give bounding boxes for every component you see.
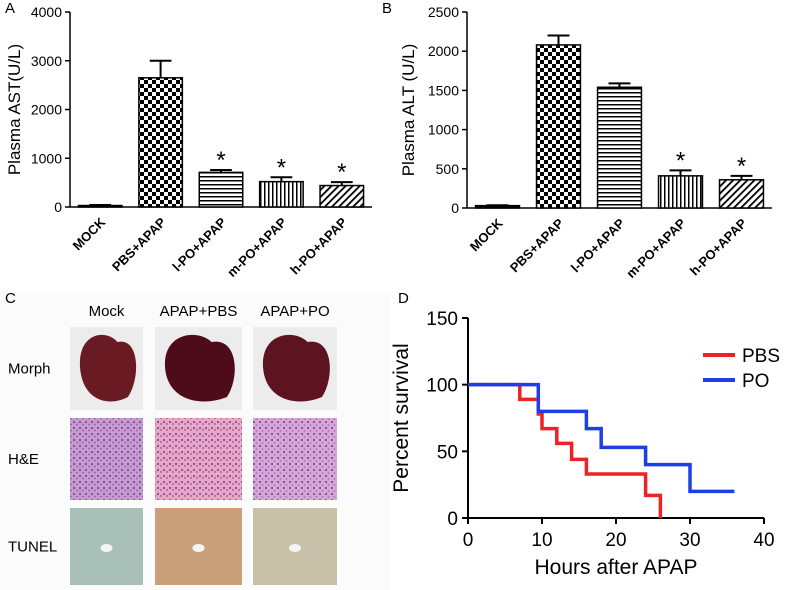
bar (319, 184, 365, 208)
x-tick-label: 0 (463, 530, 474, 551)
error-bar (669, 169, 692, 176)
y-tick-label: 0 (447, 509, 458, 530)
error-bar (730, 174, 753, 180)
y-tick-label: 50 (437, 442, 458, 463)
x-tick-label: h-PO+APAP (687, 215, 750, 278)
significance-marker: * (337, 159, 346, 186)
y-axis-title: Percent survival (390, 343, 413, 492)
he-image (70, 418, 143, 500)
significance-marker: * (216, 147, 225, 174)
x-tick-label: 10 (531, 530, 552, 551)
significance-marker: * (277, 154, 286, 181)
he-image (253, 418, 337, 500)
error-bar (270, 176, 293, 182)
row-label: Morph (8, 361, 51, 378)
y-tick-label: 2000 (31, 102, 62, 118)
liver-image (164, 334, 235, 402)
y-tick-label: 0 (451, 200, 459, 216)
bar (718, 179, 765, 209)
panel-label: C (5, 290, 16, 307)
error-bar (149, 59, 172, 78)
vessel (289, 544, 301, 552)
x-tick-label: m-PO+APAP (623, 215, 689, 281)
y-tick-label: 500 (436, 161, 460, 177)
legend-label: PO (742, 371, 769, 392)
bar (535, 44, 582, 209)
y-tick-label: 150 (426, 309, 458, 330)
row-label: TUNEL (8, 539, 57, 556)
vessel (192, 544, 205, 552)
x-tick-label: MOCK (467, 215, 506, 254)
y-tick-label: 4000 (31, 4, 62, 20)
he-image (155, 418, 242, 500)
panel-label: A (5, 0, 15, 17)
y-tick-label: 1500 (428, 82, 459, 98)
bar (657, 175, 704, 209)
survival-line (468, 382, 663, 518)
column-label: APAP+PBS (160, 303, 238, 320)
bar (258, 180, 304, 208)
error-bar (547, 34, 570, 45)
x-tick-label: PBS+APAP (109, 214, 169, 274)
y-tick-label: 2500 (428, 4, 459, 20)
survival-line (468, 382, 735, 494)
y-tick-label: 2000 (428, 43, 459, 59)
panel-label: D (398, 290, 409, 307)
x-tick-label: h-PO+APAP (287, 214, 350, 277)
significance-marker: * (676, 147, 685, 174)
y-tick-label: 3000 (31, 53, 62, 69)
column-label: Mock (89, 303, 125, 320)
liver-image (262, 334, 330, 402)
error-bar (330, 181, 353, 186)
x-tick-label: PBS+APAP (507, 215, 567, 275)
y-tick-label: 100 (426, 376, 458, 397)
y-tick-label: 0 (54, 199, 62, 215)
significance-marker: * (737, 153, 746, 180)
error-bar (608, 82, 631, 88)
x-tick-label: MOCK (70, 214, 109, 253)
x-tick-label: l-PO+APAP (568, 215, 628, 275)
vessel (100, 544, 113, 552)
x-tick-label: 40 (753, 530, 774, 551)
x-axis-title: Hours after APAP (534, 556, 697, 579)
x-tick-label: m-PO+APAP (224, 214, 290, 280)
row-label: H&E (8, 451, 39, 468)
y-tick-label: 1000 (31, 150, 62, 166)
x-tick-label: 20 (605, 530, 626, 551)
y-axis-title: Plasma AST(U/L) (5, 44, 24, 175)
liver-image (79, 334, 137, 402)
bar (596, 86, 643, 209)
bar (198, 171, 244, 208)
error-bar (210, 168, 232, 173)
y-axis-title: Plasma ALT (U/L) (399, 44, 418, 177)
y-tick-label: 1000 (428, 122, 459, 138)
bar (138, 77, 184, 208)
x-tick-label: 30 (679, 530, 700, 551)
column-label: APAP+PO (260, 303, 329, 320)
x-tick-label: l-PO+APAP (169, 214, 229, 274)
panel-label: B (382, 0, 392, 17)
legend-label: PBS (742, 346, 780, 367)
